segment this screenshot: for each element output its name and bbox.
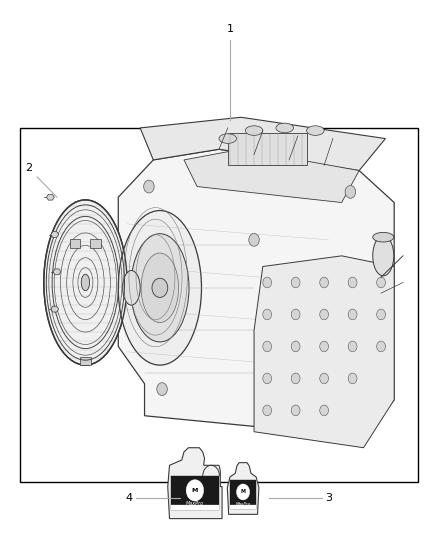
Polygon shape bbox=[227, 463, 259, 514]
Ellipse shape bbox=[131, 233, 189, 342]
Ellipse shape bbox=[44, 200, 127, 365]
Circle shape bbox=[320, 405, 328, 416]
Circle shape bbox=[377, 277, 385, 288]
Polygon shape bbox=[184, 149, 359, 203]
Ellipse shape bbox=[81, 274, 89, 291]
Circle shape bbox=[320, 277, 328, 288]
Circle shape bbox=[186, 480, 204, 501]
Circle shape bbox=[291, 309, 300, 320]
Polygon shape bbox=[168, 448, 222, 519]
Text: 3: 3 bbox=[325, 494, 332, 503]
Circle shape bbox=[144, 180, 154, 193]
Text: M: M bbox=[192, 488, 198, 493]
Polygon shape bbox=[118, 149, 394, 437]
Circle shape bbox=[320, 373, 328, 384]
Bar bbox=[70, 239, 81, 247]
Circle shape bbox=[291, 277, 300, 288]
Text: 2: 2 bbox=[25, 163, 32, 173]
Circle shape bbox=[320, 309, 328, 320]
Bar bbox=[90, 239, 101, 247]
Ellipse shape bbox=[118, 211, 201, 365]
Circle shape bbox=[157, 383, 167, 395]
Ellipse shape bbox=[373, 232, 394, 242]
Text: MaxPro: MaxPro bbox=[186, 500, 204, 506]
Bar bbox=[228, 133, 307, 165]
Polygon shape bbox=[254, 256, 394, 448]
Circle shape bbox=[348, 373, 357, 384]
Circle shape bbox=[377, 341, 385, 352]
Text: 4: 4 bbox=[126, 494, 133, 503]
Ellipse shape bbox=[141, 253, 179, 322]
Circle shape bbox=[291, 373, 300, 384]
Circle shape bbox=[263, 277, 272, 288]
Polygon shape bbox=[171, 476, 219, 510]
Text: MaxPro: MaxPro bbox=[236, 502, 251, 506]
Ellipse shape bbox=[373, 236, 394, 276]
Circle shape bbox=[237, 484, 250, 500]
Polygon shape bbox=[51, 232, 59, 237]
Ellipse shape bbox=[219, 134, 237, 143]
Circle shape bbox=[263, 405, 272, 416]
Circle shape bbox=[377, 309, 385, 320]
Bar bbox=[80, 357, 91, 365]
Polygon shape bbox=[230, 480, 256, 509]
Circle shape bbox=[152, 278, 168, 297]
Ellipse shape bbox=[245, 126, 263, 135]
Text: M: M bbox=[240, 489, 246, 495]
Circle shape bbox=[320, 341, 328, 352]
Circle shape bbox=[348, 309, 357, 320]
Polygon shape bbox=[53, 269, 61, 274]
Circle shape bbox=[263, 373, 272, 384]
Bar bbox=[20, 128, 418, 482]
Polygon shape bbox=[140, 117, 385, 171]
Polygon shape bbox=[51, 306, 59, 312]
Circle shape bbox=[249, 233, 259, 246]
Circle shape bbox=[263, 309, 272, 320]
Polygon shape bbox=[171, 505, 219, 510]
Polygon shape bbox=[230, 505, 256, 509]
Circle shape bbox=[348, 277, 357, 288]
Circle shape bbox=[345, 185, 356, 198]
Ellipse shape bbox=[307, 126, 324, 135]
Polygon shape bbox=[46, 195, 54, 200]
Circle shape bbox=[263, 341, 272, 352]
Circle shape bbox=[291, 341, 300, 352]
Circle shape bbox=[348, 341, 357, 352]
Circle shape bbox=[291, 405, 300, 416]
Ellipse shape bbox=[123, 271, 140, 305]
Text: 1: 1 bbox=[226, 25, 233, 34]
Ellipse shape bbox=[276, 123, 293, 133]
